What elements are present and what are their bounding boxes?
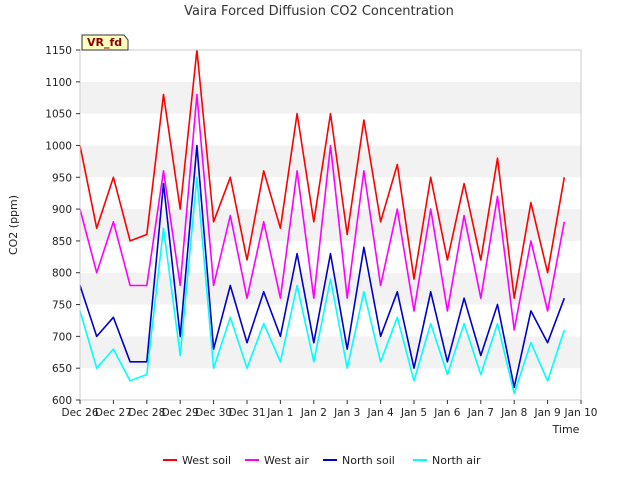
site-badge-box	[81, 34, 129, 51]
y-axis-title: CO2 (ppm)	[7, 195, 20, 255]
x-tick-label: Dec 29	[162, 407, 199, 419]
grid-band	[80, 50, 581, 82]
x-tick-label: Jan 5	[400, 407, 427, 419]
grid-band	[80, 81, 581, 114]
y-tick-label: 600	[52, 395, 72, 407]
y-tick-label: 650	[52, 363, 72, 375]
x-tick-label: Dec 26	[61, 407, 98, 419]
series-line-west-soil	[79, 49, 566, 300]
y-axis: 600 650 700 750 800 850 900 950 1000 1050 1100 1150	[45, 45, 80, 407]
series-line-north-soil	[79, 144, 566, 389]
grid-band	[80, 304, 581, 337]
series-line-west-air	[79, 93, 566, 331]
x-tick-label: Jan 6	[433, 407, 461, 419]
y-tick-label: 800	[52, 268, 72, 280]
y-tick-label: 850	[52, 236, 72, 248]
site-badge-label: VR_fd	[87, 36, 122, 49]
x-tick-label: Dec 30	[195, 407, 232, 419]
x-tick-label: Jan 9	[533, 407, 560, 419]
x-tick-label: Jan 10	[564, 407, 598, 419]
legend: West soil West air North soil North air	[163, 454, 481, 467]
x-tick-label: Jan 7	[467, 407, 494, 419]
y-tick-label: 950	[52, 172, 72, 184]
y-tick-label: 1050	[45, 109, 72, 121]
grid-band	[80, 209, 581, 241]
grid-band	[80, 368, 581, 400]
legend-label: North air	[432, 454, 481, 467]
y-tick-label: 1150	[45, 45, 72, 57]
series-line-north-air	[79, 176, 566, 395]
legend-label: West air	[264, 454, 309, 467]
y-tick-label: 900	[52, 204, 72, 216]
x-tick-label: Jan 8	[500, 407, 527, 419]
x-tick-label: Dec 27	[95, 407, 132, 419]
x-tick-label: Jan 2	[300, 407, 327, 419]
legend-label: West soil	[182, 454, 231, 467]
x-tick-label: Jan 3	[333, 407, 360, 419]
x-tick-label: Jan 4	[366, 407, 394, 419]
legend-label: North soil	[342, 454, 395, 467]
series-layer	[79, 49, 566, 395]
x-axis-title: Time	[552, 423, 580, 436]
x-tick-label: Jan 1	[266, 407, 293, 419]
y-tick-label: 1100	[45, 77, 72, 89]
plot-frame	[79, 49, 582, 401]
grid-band	[80, 272, 581, 305]
x-tick-label: Dec 28	[128, 407, 165, 419]
grid-band	[80, 177, 581, 210]
chart-title: Vaira Forced Diffusion CO2 Concentration	[184, 4, 454, 19]
y-tick-label: 750	[52, 300, 72, 312]
y-tick-label: 700	[52, 331, 72, 343]
site-badge: VR_fd	[81, 34, 129, 51]
x-tick-label: Dec 31	[228, 407, 265, 419]
y-tick-label: 1000	[45, 140, 72, 152]
grid-band	[80, 336, 581, 369]
